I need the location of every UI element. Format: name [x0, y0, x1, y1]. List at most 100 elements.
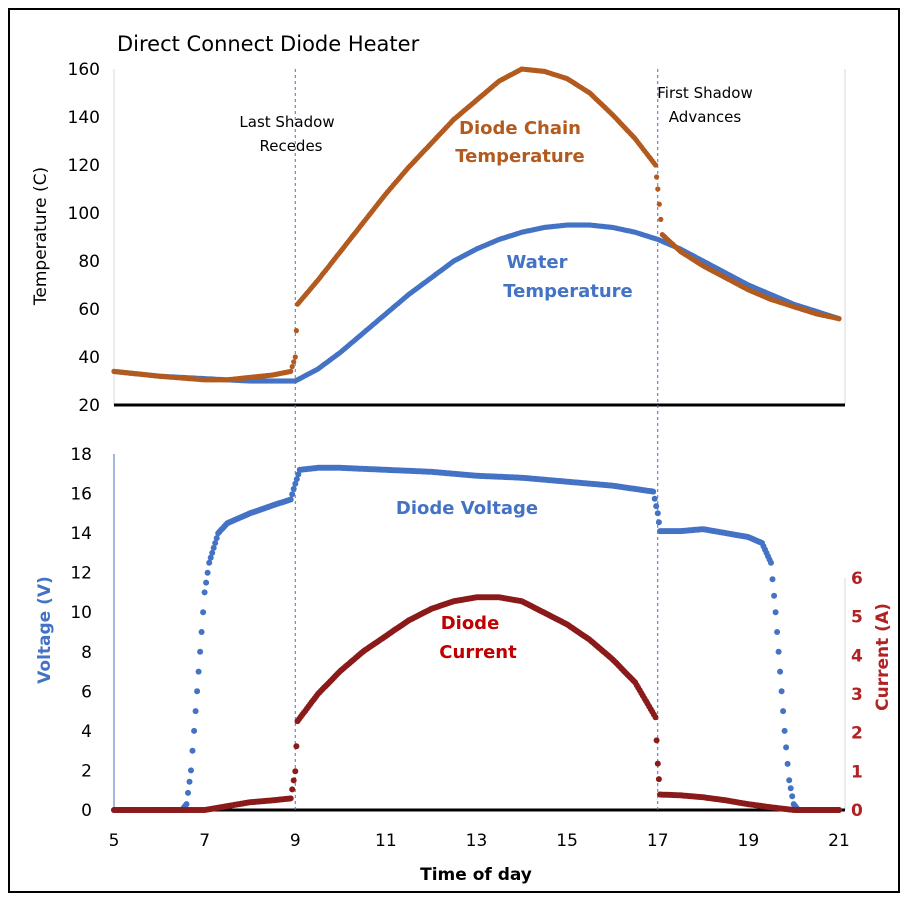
data-point — [198, 629, 205, 635]
data-point — [191, 727, 198, 734]
data-point — [287, 795, 294, 802]
voltage-axis-label: Voltage (V) — [35, 576, 55, 684]
annotation-last-shadow-line2: Recedes — [259, 137, 322, 155]
data-point — [289, 786, 296, 793]
bottom-y-tick-labels: 0 2 4 6 8 10 12 14 16 18 — [70, 445, 92, 821]
annotation-first-shadow-line1: First Shadow — [657, 84, 753, 102]
data-point — [786, 777, 793, 784]
data-point — [186, 778, 193, 785]
data-point — [207, 554, 214, 561]
top-y-tick-label: 120 — [68, 156, 100, 176]
data-point — [653, 737, 660, 744]
series-diode-chain-temperature — [111, 66, 842, 383]
label-diode-current-line2: Current — [439, 642, 517, 663]
top-y-tick-label: 60 — [78, 300, 100, 320]
data-point — [201, 589, 208, 596]
voltage-tick-label: 16 — [70, 485, 92, 505]
data-point — [292, 354, 298, 360]
data-point — [192, 708, 199, 715]
label-diode-chain-temp-line1: Diode Chain — [459, 118, 581, 139]
data-point — [769, 576, 776, 583]
top-y-tick-label: 140 — [68, 108, 100, 128]
data-point — [781, 727, 788, 734]
voltage-tick-label: 4 — [81, 722, 92, 742]
data-point — [292, 480, 299, 487]
voltage-tick-label: 2 — [81, 761, 92, 781]
label-diode-voltage: Diode Voltage — [396, 498, 538, 519]
series-diode-current — [111, 594, 842, 813]
current-tick-label: 6 — [851, 569, 863, 589]
top-y-axis-label: Temperature (C) — [31, 167, 51, 306]
annotation-first-shadow-line2: Advances — [669, 108, 742, 126]
top-y-tick-label: 160 — [68, 60, 100, 80]
data-point — [288, 368, 294, 374]
data-point — [194, 688, 201, 695]
data-point — [652, 162, 659, 168]
data-point — [291, 359, 297, 365]
data-point — [771, 592, 778, 599]
chart-title: Direct Connect Diode Heater — [117, 32, 420, 56]
data-point — [206, 559, 213, 566]
data-point — [654, 174, 660, 180]
data-point — [789, 793, 796, 800]
current-tick-label: 0 — [851, 801, 863, 821]
top-y-tick-label: 100 — [68, 204, 100, 224]
data-point — [775, 648, 782, 655]
label-water-temp-line1: Water — [506, 252, 567, 273]
data-point — [209, 549, 216, 556]
data-point — [655, 186, 661, 192]
voltage-tick-label: 8 — [81, 643, 92, 663]
current-axis-label: Current (A) — [873, 603, 893, 711]
current-tick-label: 4 — [851, 646, 863, 666]
data-point — [652, 714, 659, 721]
data-point — [213, 535, 220, 542]
data-point — [210, 544, 217, 551]
data-point — [287, 496, 294, 503]
x-tick-label: 17 — [647, 831, 669, 851]
data-point — [293, 476, 300, 483]
label-diode-chain-temp-line2: Temperature — [455, 146, 584, 167]
voltage-tick-label: 10 — [70, 603, 92, 623]
top-y-tick-label: 40 — [78, 348, 100, 368]
top-y-tick-label: 20 — [78, 396, 100, 416]
data-point — [188, 767, 194, 774]
data-point — [768, 559, 774, 566]
x-tick-label: 5 — [109, 831, 120, 851]
data-point — [195, 668, 202, 675]
data-point — [836, 807, 842, 813]
data-point — [293, 743, 300, 750]
annotation-last-shadow-line1: Last Shadow — [239, 113, 334, 131]
data-point — [651, 495, 658, 502]
data-point — [203, 579, 210, 586]
voltage-tick-label: 14 — [70, 524, 92, 544]
data-point — [783, 744, 790, 751]
data-point — [293, 328, 299, 334]
data-point — [836, 316, 842, 322]
top-y-tick-labels: 20 40 60 80 100 120 140 160 — [68, 60, 100, 416]
chart-frame — [8, 8, 900, 893]
data-point — [784, 760, 791, 767]
data-point — [204, 569, 211, 576]
voltage-tick-label: 6 — [81, 682, 92, 702]
data-point — [295, 471, 302, 478]
data-point — [197, 648, 204, 655]
data-point — [777, 668, 784, 675]
current-tick-label: 2 — [851, 724, 863, 744]
shadow-marker-lines — [294, 69, 659, 810]
data-point — [290, 777, 297, 784]
data-point — [212, 540, 219, 546]
data-point — [780, 708, 787, 715]
data-point — [658, 216, 664, 222]
data-point — [654, 760, 661, 767]
current-tick-label: 3 — [851, 685, 863, 705]
data-point — [292, 768, 299, 775]
voltage-tick-label: 18 — [70, 445, 92, 465]
data-point — [289, 364, 295, 370]
label-diode-current-line1: Diode — [441, 613, 500, 634]
voltage-tick-label: 0 — [81, 801, 92, 821]
label-water-temp-line2: Temperature — [503, 281, 632, 302]
data-point — [654, 510, 661, 517]
current-tick-label: 5 — [851, 608, 863, 628]
data-point — [772, 609, 779, 616]
